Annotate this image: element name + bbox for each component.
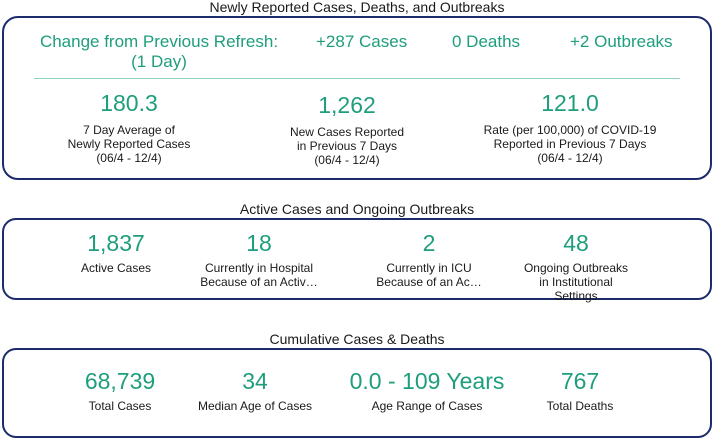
metric-rate-per-100k: 121.0 Rate (per 100,000) of COVID-19 Rep… <box>470 90 670 165</box>
metric-age-range: 0.0 - 109 Years Age Range of Cases <box>340 368 514 413</box>
label-line: New Cases Reported <box>289 125 405 139</box>
metric-median-age: 34 Median Age of Cases <box>180 368 330 413</box>
change-deaths: 0 Deaths <box>452 32 521 51</box>
label-line: Median Age of Cases <box>197 399 313 413</box>
metric-total-deaths: 767 Total Deaths <box>520 368 640 413</box>
change-outbreaks: +2 Outbreaks <box>570 32 673 51</box>
active-cases-title: Active Cases and Ongoing Outbreaks <box>239 201 475 217</box>
metric-label: Age Range of Cases <box>340 399 514 413</box>
label-line: in Previous 7 Days <box>296 139 398 153</box>
change-label-line1: Change from Previous Refresh: <box>39 32 279 51</box>
label-line: Total Cases <box>88 399 152 413</box>
active-cases-panel: 1,837 Active Cases 18 Currently in Hospi… <box>2 218 712 303</box>
label-line: Age Range of Cases <box>371 399 483 413</box>
metric-label: New Cases Reported in Previous 7 Days (0… <box>262 125 432 167</box>
label-line: (06/4 - 12/4) <box>314 153 380 167</box>
metric-value: 1,262 <box>318 92 376 118</box>
label-line: Currently in ICU <box>386 261 472 275</box>
label-line: Total Deaths <box>546 399 614 413</box>
metric-label: Total Cases <box>60 399 180 413</box>
change-label: Change from Previous Refresh: (1 Day) <box>34 32 284 72</box>
metric-value: 2 <box>422 230 436 256</box>
metric-label: Median Age of Cases <box>180 399 330 413</box>
label-line: Ongoing Outbreaks <box>523 261 629 275</box>
label-line: (06/4 - 12/4) <box>96 151 162 165</box>
label-line: Newly Reported Cases <box>67 137 191 151</box>
metric-ongoing-outbreaks: 48 Ongoing Outbreaks in Institutional Se… <box>506 230 646 303</box>
cumulative-panel: 68,739 Total Cases 34 Median Age of Case… <box>2 348 712 438</box>
metric-label: Currently in Hospital Because of an Acti… <box>184 261 334 289</box>
label-line: in Institutional <box>539 275 613 289</box>
cumulative-title: Cumulative Cases & Deaths <box>269 331 445 347</box>
newly-reported-panel: Change from Previous Refresh: (1 Day) +2… <box>2 16 712 180</box>
metric-value: 34 <box>242 368 268 394</box>
metric-label: Ongoing Outbreaks in Institutional Setti… <box>506 261 646 303</box>
label-line: Active Cases <box>80 261 152 275</box>
label-line: Currently in Hospital <box>204 261 314 275</box>
metric-label: 7 Day Average of Newly Reported Cases (0… <box>44 123 214 165</box>
label-line: Because of an Activ… <box>200 275 318 289</box>
metric-value: 18 <box>246 230 272 256</box>
metric-label: Currently in ICU Because of an Ac… <box>354 261 504 289</box>
label-line: Reported in Previous 7 Days <box>493 137 647 151</box>
label-line: Because of an Ac… <box>376 275 482 289</box>
change-label-line2: (1 Day) <box>131 52 187 71</box>
section-divider <box>34 78 680 79</box>
metric-value: 68,739 <box>84 368 156 394</box>
metric-value: 1,837 <box>87 230 145 256</box>
metric-total-cases: 68,739 Total Cases <box>60 368 180 413</box>
metric-7-day-average: 180.3 7 Day Average of Newly Reported Ca… <box>44 90 214 165</box>
label-line: (06/4 - 12/4) <box>537 151 603 165</box>
label-line: 7 Day Average of <box>83 123 175 137</box>
metric-label: Active Cases <box>56 261 176 275</box>
metric-in-icu: 2 Currently in ICU Because of an Ac… <box>354 230 504 289</box>
metric-label: Rate (per 100,000) of COVID-19 Reported … <box>470 123 670 165</box>
newly-reported-title: Newly Reported Cases, Deaths, and Outbre… <box>209 0 505 15</box>
metric-value: 121.0 <box>541 90 599 116</box>
label-line: Rate (per 100,000) of COVID-19 <box>483 123 657 137</box>
metric-in-hospital: 18 Currently in Hospital Because of an A… <box>184 230 334 289</box>
metric-value: 767 <box>560 368 600 394</box>
metric-value: 180.3 <box>100 90 158 116</box>
metric-active-cases: 1,837 Active Cases <box>56 230 176 275</box>
metric-value: 0.0 - 109 Years <box>349 368 505 394</box>
change-cases: +287 Cases <box>316 32 408 51</box>
metric-value: 48 <box>563 230 589 256</box>
metric-new-cases-7-days: 1,262 New Cases Reported in Previous 7 D… <box>262 92 432 167</box>
label-line: Settings <box>554 289 598 303</box>
metric-label: Total Deaths <box>520 399 640 413</box>
